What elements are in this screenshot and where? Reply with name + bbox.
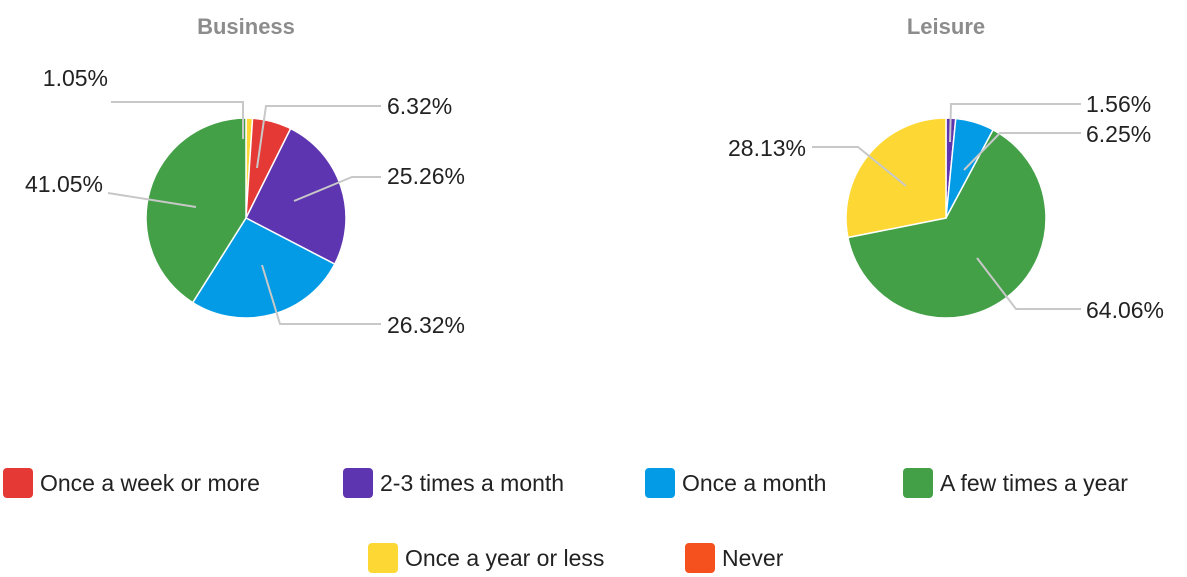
leader-line <box>111 101 244 139</box>
legend-label: A few times a year <box>940 470 1128 496</box>
leader-line <box>963 132 1081 171</box>
legend-item-2-3-times-a-month[interactable]: 2-3 times a month <box>343 468 564 498</box>
legend-swatch <box>903 468 933 498</box>
legend-label: Once a week or more <box>40 470 260 496</box>
data-label: 1.56% <box>1086 91 1151 117</box>
legend-label: Once a year or less <box>405 545 604 571</box>
data-label: 26.32% <box>387 312 465 338</box>
legend-swatch <box>343 468 373 498</box>
legend-item-once-a-week-or-more[interactable]: Once a week or more <box>3 468 260 498</box>
legend-label: Once a month <box>682 470 826 496</box>
pie-title: Business <box>197 14 295 39</box>
legend-item-once-a-month[interactable]: Once a month <box>645 468 826 498</box>
leader-line <box>256 105 381 169</box>
pie-slice-a-few-times-a-year[interactable] <box>847 128 1047 319</box>
pie-slice-a-few-times-a-year[interactable] <box>145 117 247 304</box>
legend-swatch <box>368 543 398 573</box>
pie-group: Business 1.05% 6.32% 25.26% 26.32% 41.05% Leis… <box>25 14 1164 338</box>
legend-swatch <box>685 543 715 573</box>
legend-item-never[interactable]: Never <box>685 543 784 573</box>
data-label: 6.25% <box>1086 121 1151 147</box>
data-label: 1.05% <box>43 65 108 91</box>
data-label: 6.32% <box>387 93 452 119</box>
legend-label: 2-3 times a month <box>380 470 564 496</box>
legend-swatch <box>3 468 33 498</box>
leader-line <box>949 103 1081 143</box>
pie-leisure: Leisure 1.56% 6.25% 64.06% 28.13% <box>728 14 1164 323</box>
data-label: 64.06% <box>1086 297 1164 323</box>
data-label: 25.26% <box>387 163 465 189</box>
legend-label: Never <box>722 545 784 571</box>
legend-swatch <box>645 468 675 498</box>
legend-item-once-a-year-or-less[interactable]: Once a year or less <box>368 543 604 573</box>
leader-line <box>107 192 197 208</box>
pie-title: Leisure <box>907 14 985 39</box>
data-label: 41.05% <box>25 171 103 197</box>
data-label: 28.13% <box>728 135 806 161</box>
legend: Once a week or more 2-3 times a month Once… <box>3 468 1128 573</box>
leader-line <box>261 264 381 325</box>
leader-line <box>293 176 381 202</box>
pie-business: Business 1.05% 6.32% 25.26% 26.32% 41.05% <box>25 14 465 338</box>
leader-line <box>976 257 1081 310</box>
legend-item-a-few-times-a-year[interactable]: A few times a year <box>903 468 1128 498</box>
leader-line <box>812 146 907 187</box>
